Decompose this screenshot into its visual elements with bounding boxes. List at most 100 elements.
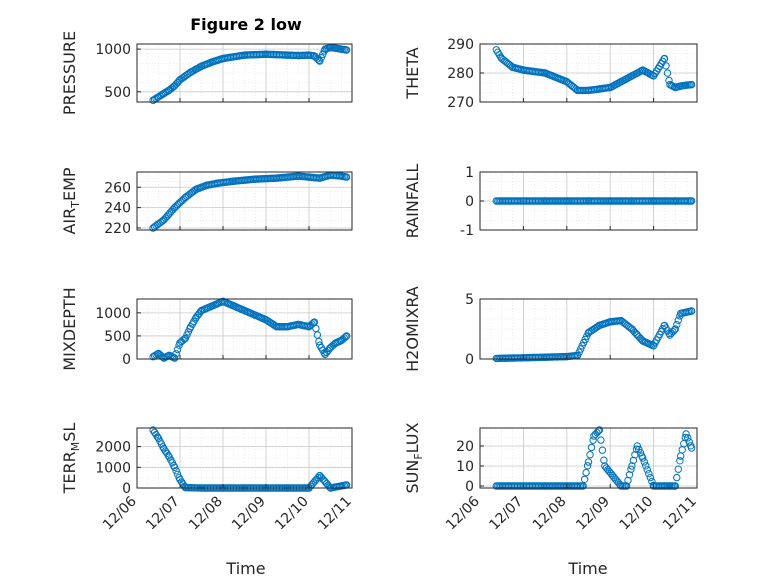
data-point	[663, 69, 672, 77]
x-tick-label: 12/09	[573, 494, 613, 534]
data-point	[673, 320, 681, 329]
subplot-air: 220 240 260 AIRTEMP	[60, 167, 353, 237]
y-tick-label: 1000	[95, 306, 131, 322]
subplot-theta: 270 280 290 THETA	[403, 37, 698, 111]
y-tick-label: -1	[460, 223, 474, 239]
axes-box	[136, 171, 353, 231]
y-axis-label: RAINFALL	[403, 164, 422, 239]
x-tick-label: 12/11	[660, 494, 700, 534]
y-axis-label: SUNFLUX	[403, 422, 425, 493]
axes-box	[479, 427, 698, 489]
data-point	[172, 350, 180, 358]
y-tick-label: 0	[465, 194, 474, 210]
y-tick-label: 280	[447, 66, 474, 82]
x-tick-label: 12/07	[143, 494, 183, 534]
data-point	[685, 438, 693, 446]
data-point	[627, 465, 635, 473]
data-point	[342, 333, 350, 341]
subplot-h2omixra: 0 5 H2OMIXRA	[403, 286, 698, 372]
data-point	[583, 462, 592, 470]
y-tick-label: 290	[447, 37, 474, 53]
data-point	[595, 426, 604, 434]
data-point	[308, 320, 316, 328]
data-point	[593, 428, 601, 437]
y-tick-label: 1	[465, 165, 474, 181]
x-tick-label: 12/06	[100, 493, 140, 533]
data-point	[669, 327, 677, 336]
x-tick-label: 12/08	[530, 494, 570, 534]
data-point	[642, 462, 650, 470]
data-point	[315, 337, 323, 346]
data-point	[315, 56, 323, 64]
data-point	[342, 173, 351, 181]
y-tick-label: 0	[465, 352, 474, 368]
y-axis-label: THETA	[403, 47, 422, 99]
subplot-pressure: 500 1000 PRESSURE	[60, 31, 353, 115]
data-point	[170, 82, 178, 91]
x-tick-label: 12/08	[186, 494, 226, 534]
y-axis-label: PRESSURE	[60, 31, 79, 115]
data-point	[580, 475, 589, 483]
data-point	[687, 307, 696, 315]
data-point	[660, 54, 669, 63]
y-tick-label: 2000	[95, 440, 131, 456]
data-point	[687, 197, 696, 205]
x-axis-label-left: Time	[225, 559, 265, 578]
y-tick-label: 20	[456, 439, 474, 455]
data-point	[645, 470, 653, 478]
axes-box	[136, 427, 353, 489]
data-point	[325, 344, 334, 353]
subplot-mixdepth: 0 500 1000 MIXDEPTH	[60, 287, 353, 371]
data-point	[643, 466, 651, 474]
data-point	[314, 473, 322, 482]
y-tick-label: 10	[456, 459, 474, 475]
y-tick-label: 1000	[95, 460, 131, 476]
data-point	[671, 325, 679, 333]
y-axis-label: H2OMIXRA	[403, 286, 422, 372]
y-tick-label: 500	[104, 329, 131, 345]
y-tick-label: 500	[104, 85, 131, 101]
subplot-sun: 0 10 20 12/06 12/07 12/08 12/09 12/10 12/11 SUNFL…	[403, 422, 700, 533]
y-tick-label: 0	[465, 479, 474, 495]
data-point	[342, 332, 351, 340]
subplot-rainfall: -1 0 1 RAINFALL	[403, 164, 698, 239]
data-point	[173, 345, 182, 354]
data-point	[153, 433, 162, 441]
data-point	[582, 468, 590, 477]
x-tick-label: 12/06	[443, 493, 483, 533]
data-point	[342, 46, 351, 54]
x-tick-label: 12/11	[315, 494, 355, 534]
data-point	[631, 328, 639, 337]
data-point	[497, 53, 505, 61]
x-axis-label-right: Time	[567, 559, 607, 578]
data-point	[600, 456, 608, 464]
data-point	[172, 467, 180, 475]
data-point	[598, 446, 607, 454]
y-tick-label: 270	[447, 95, 474, 111]
axes-box	[479, 298, 698, 360]
data-point	[340, 334, 348, 342]
y-tick-label: 0	[122, 352, 131, 368]
data-point	[646, 473, 654, 482]
y-axis-label: AIRTEMP	[60, 167, 82, 234]
data-point	[313, 55, 322, 63]
y-axis-label: MIXDEPTH	[60, 287, 79, 370]
x-tick-label: 12/09	[229, 494, 269, 534]
data-point	[639, 454, 647, 462]
y-tick-label: 0	[122, 481, 131, 497]
x-tick-label: 12/10	[272, 494, 312, 534]
y-tick-label: 1000	[95, 42, 131, 58]
data-point	[317, 54, 325, 62]
figure-title: Figure 2 low	[190, 15, 302, 34]
data-point	[170, 354, 179, 362]
y-tick-label: 220	[104, 221, 131, 237]
data-point	[676, 457, 684, 465]
y-tick-label: 240	[104, 201, 131, 217]
data-point	[671, 482, 679, 490]
data-point	[179, 336, 187, 344]
data-point	[587, 443, 596, 452]
data-point	[164, 451, 173, 460]
data-point	[673, 473, 681, 482]
